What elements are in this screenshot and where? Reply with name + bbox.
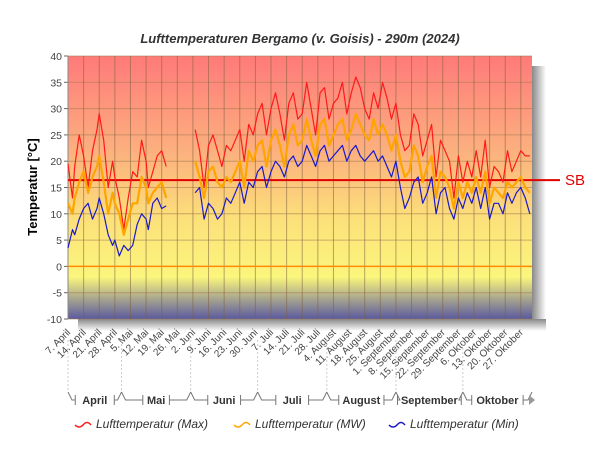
series-line-min xyxy=(67,197,167,257)
legend-swatch-icon xyxy=(233,421,251,428)
month-bracket-left xyxy=(121,391,144,405)
y-tick-label: 35 xyxy=(50,77,62,89)
y-tick-label: 10 xyxy=(50,209,62,221)
series-lines xyxy=(66,76,531,257)
month-label: Juli xyxy=(283,395,302,407)
series-line-mw xyxy=(66,154,168,236)
month-label: Juni xyxy=(213,395,236,407)
series-line-max xyxy=(194,76,530,199)
month-bracket-right xyxy=(113,391,122,405)
legend-label: Lufttemperatur (MW) xyxy=(255,417,366,431)
month-label: April xyxy=(82,395,107,407)
legend-swatch-icon xyxy=(388,421,406,428)
month-bracket-left xyxy=(190,391,209,405)
month-label: Mai xyxy=(147,395,165,407)
month-axis: April Mai Juni Juli August September Oktober xyxy=(67,340,535,407)
series-line-max xyxy=(67,113,167,231)
month-bracket-right xyxy=(458,391,464,405)
month-bracket-right xyxy=(383,391,397,405)
legend-label: Lufttemperatur (Max) xyxy=(96,417,208,431)
legend-label: Lufttemperatur (Min) xyxy=(410,417,519,431)
legend: Lufttemperatur (Max) Lufttemperatur (MW) L… xyxy=(74,417,519,431)
reference-line-label: SB xyxy=(565,172,585,189)
y-tick-label: 0 xyxy=(56,261,62,273)
y-tick-label: 30 xyxy=(50,104,62,116)
y-tick-label: 25 xyxy=(50,130,62,142)
y-tick-label: 40 xyxy=(50,51,62,63)
month-label: Oktober xyxy=(476,395,519,407)
axis-arrow-icon xyxy=(529,395,535,405)
month-label: August xyxy=(342,395,380,407)
y-tick-label: -10 xyxy=(47,314,62,326)
month-bracket-left xyxy=(395,391,401,405)
legend-swatch-icon xyxy=(74,421,92,428)
month-bracket-right xyxy=(308,391,328,405)
y-tick-label: 20 xyxy=(50,156,62,168)
series-line-min xyxy=(194,144,531,220)
plot-shadow-bottom xyxy=(78,319,546,331)
month-bracket-right xyxy=(240,391,259,405)
month-bracket-left xyxy=(462,391,473,405)
plot-shadow-right xyxy=(532,66,546,328)
y-tick-label: -5 xyxy=(53,288,62,300)
month-bracket-left xyxy=(257,391,277,405)
month-bracket-right xyxy=(168,391,192,405)
series-line-mw xyxy=(194,112,531,210)
month-bracket-left xyxy=(67,391,76,405)
month-bracket-left xyxy=(326,391,340,405)
chart-title: Lufttemperaturen Bergamo (v. Goisis) - 2… xyxy=(140,31,459,46)
y-tick-label: 15 xyxy=(50,183,62,195)
y-tick-label: 5 xyxy=(56,235,62,247)
y-axis-label: Temperatur [°C] xyxy=(25,138,40,235)
y-axis: 40 35 30 25 20 15 10 5 0 -5 -10 xyxy=(47,51,69,326)
month-bracket-right xyxy=(522,391,533,405)
month-label: September xyxy=(401,395,459,407)
